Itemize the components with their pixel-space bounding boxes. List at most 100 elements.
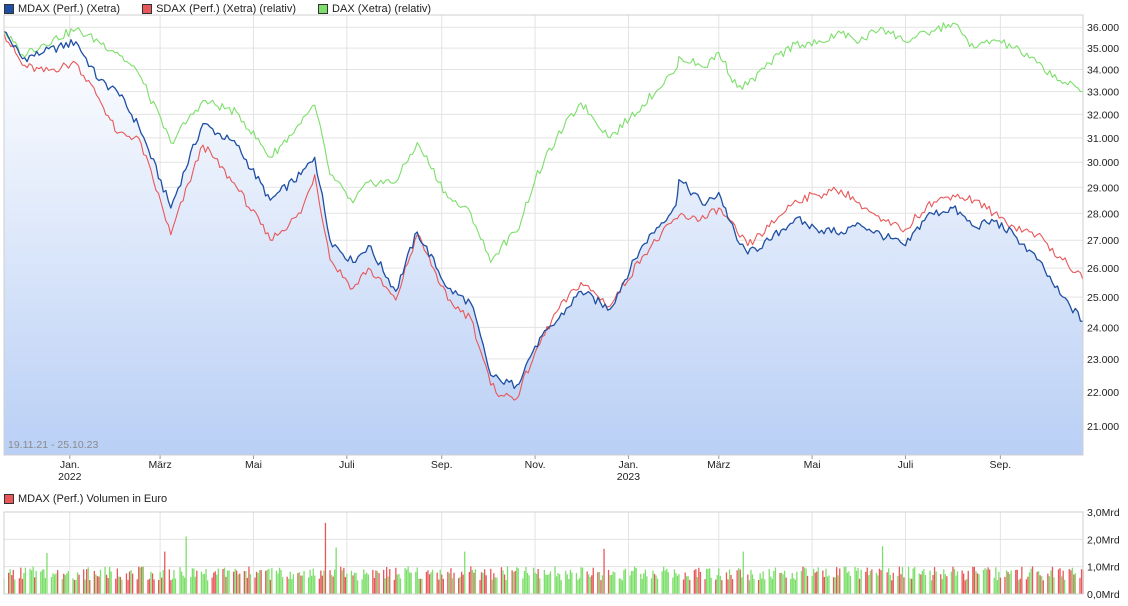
main-lines [3, 22, 1084, 401]
volume-bar [415, 571, 417, 594]
volume-bar [921, 571, 923, 594]
volume-bar [18, 578, 20, 594]
volume-bar [159, 572, 161, 594]
y-tick-label: 27.000 [1087, 235, 1119, 247]
volume-bar [248, 566, 250, 594]
volume-bar [914, 567, 916, 594]
x-tick-label: Jan. [60, 459, 80, 471]
volume-bar [398, 573, 400, 594]
volume-bar [805, 568, 807, 594]
volume-bar [158, 580, 160, 594]
y-tick-label: 24.000 [1087, 322, 1119, 334]
volume-bar [1080, 569, 1083, 594]
volume-bar [978, 574, 980, 594]
volume-bar [973, 566, 975, 594]
volume-bar [929, 570, 931, 594]
volume-bar [309, 569, 311, 594]
volume-bar [78, 574, 80, 594]
volume-bar [534, 572, 536, 594]
volume-bar [441, 574, 443, 594]
volume-bar [63, 573, 65, 594]
volume-bar [1064, 579, 1066, 594]
x-tick-label: Jan. [619, 459, 639, 471]
volume-bar [182, 575, 184, 594]
volume-bar [557, 573, 559, 594]
y-tick-label: 36.000 [1087, 22, 1119, 34]
volume-bar [334, 569, 336, 594]
volume-bar [806, 575, 809, 594]
volume-bar [419, 578, 421, 594]
volume-bar [421, 578, 423, 594]
volume-bar [1021, 566, 1023, 594]
volume-bar [565, 570, 567, 594]
volume-bar [653, 573, 656, 594]
volume-bar [451, 578, 454, 594]
volume-bar [225, 576, 227, 594]
volume-bar [356, 580, 359, 594]
volume-bar [271, 568, 273, 594]
volume-bar [246, 577, 248, 594]
volume-bar [410, 572, 412, 594]
volume-bar [568, 579, 570, 594]
volume-bar [139, 567, 141, 594]
volume-bar [999, 577, 1002, 594]
volume-bar [676, 575, 679, 594]
volume-bar [173, 570, 175, 594]
volume-bar [995, 567, 997, 594]
volume-bar [46, 553, 48, 594]
volume-bar [652, 570, 654, 594]
volume-bar [479, 579, 481, 594]
volume-bar [1016, 569, 1018, 594]
volume-bar [963, 573, 965, 594]
volume-bar [814, 572, 816, 594]
volume-bar [828, 575, 830, 594]
volume-bar [1061, 576, 1063, 594]
volume-bar [629, 575, 631, 594]
volume-bar [98, 576, 100, 594]
y-tick-label: 21.000 [1087, 421, 1119, 433]
volume-bar [254, 577, 256, 594]
y-tick-label: 32.000 [1087, 109, 1119, 121]
volume-bar [257, 572, 259, 594]
volume-bar [621, 580, 623, 594]
volume-bar [632, 570, 634, 594]
volume-bar [764, 579, 766, 594]
volume-bar [138, 566, 140, 594]
volume-bar [982, 570, 985, 594]
legend-item-sdax[interactable]: SDAX (Perf.) (Xetra) (relativ) [142, 3, 296, 15]
volume-bar [794, 579, 796, 594]
volume-bar [975, 571, 977, 594]
volume-bar [249, 574, 252, 594]
volume-bar [699, 572, 702, 594]
volume-bar [738, 568, 740, 594]
volume-bar [961, 570, 963, 594]
volume-bar [194, 576, 196, 594]
volume-bar [966, 578, 968, 594]
legend-label-dax: DAX (Xetra) (relativ) [332, 3, 432, 15]
volume-bar [99, 569, 102, 594]
volume-bar [268, 568, 270, 594]
volume-bar [987, 567, 989, 594]
volume-bar [888, 568, 890, 594]
volume-bar [352, 575, 354, 594]
volume-bar [623, 570, 625, 594]
legend-item-dax[interactable]: DAX (Xetra) (relativ) [318, 3, 431, 15]
volume-bar [911, 578, 913, 594]
volume-bar [707, 569, 709, 594]
volume-bar [839, 568, 841, 594]
volume-bar [1050, 570, 1052, 594]
volume-bar [825, 568, 827, 594]
volume-bar [484, 569, 486, 594]
volume-bar [569, 569, 571, 594]
volume-bar [803, 567, 806, 594]
volume-bar [344, 577, 346, 594]
volume-bar [1007, 571, 1009, 594]
volume-bar [891, 580, 893, 594]
legend-label-mdax: MDAX (Perf.) (Xetra) [18, 3, 121, 15]
volume-bar [128, 571, 131, 594]
volume-bar [43, 569, 45, 594]
x-tick-label: Mai [245, 459, 262, 471]
volume-bar [453, 572, 455, 594]
legend-item-mdax[interactable]: MDAX (Perf.) (Xetra) [4, 3, 120, 15]
